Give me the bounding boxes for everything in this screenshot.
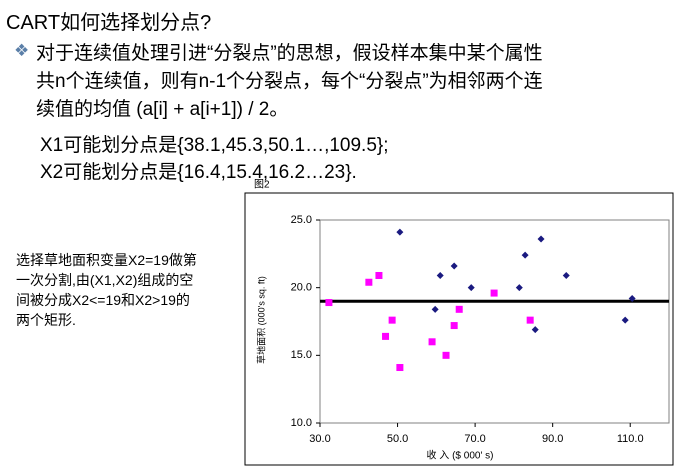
bullet-line: 续值的均值 (a[i] + a[i+1]) / 2。 (36, 99, 289, 120)
x-tick-label: 70.0 (464, 433, 485, 445)
bullet-line: 对于连续值处理引进“分裂点”的思想，假设样本集中某个属性 (36, 43, 543, 64)
plot-area (319, 219, 670, 424)
example-line: X2可能划分点是{16.4,15.4,16.2…23}. (40, 162, 357, 183)
x-tick-label: 50.0 (387, 433, 408, 445)
data-point (455, 305, 463, 313)
data-point (396, 228, 404, 236)
chart-title: 图2 (254, 179, 270, 191)
data-point (436, 271, 444, 279)
data-point (365, 278, 373, 286)
y-axis-label: 草地面积 (000's sq. ft) (255, 276, 266, 364)
data-point (388, 316, 396, 324)
data-point (562, 271, 570, 279)
y-tick-label: 25.0 (291, 214, 312, 226)
slide-title: CART如何选择划分点? (6, 12, 212, 34)
x-tick-label: 90.0 (542, 433, 563, 445)
chart-frame (244, 192, 674, 466)
data-point (325, 299, 333, 307)
data-point (382, 332, 390, 340)
side-line: 选择草地面积变量X2=19做第 (16, 252, 197, 268)
y-tick-label: 20.0 (291, 282, 312, 294)
data-point (396, 364, 404, 372)
data-point (526, 316, 534, 324)
data-point (490, 289, 498, 297)
bullet-text: 对于连续值处理引进“分裂点”的思想，假设样本集中某个属性 共n个连续值，则有n-… (36, 40, 543, 124)
data-point (442, 351, 450, 359)
bullet-line: 共n个连续值，则有n-1个分裂点，每个“分裂点”为相邻两个连 (36, 71, 543, 92)
x-tick-label: 110.0 (617, 433, 644, 445)
x-axis-label: 收 入 ($ 000' s) (427, 449, 494, 462)
data-point (628, 294, 636, 302)
data-point (450, 322, 458, 330)
data-point (428, 338, 436, 346)
data-point (375, 271, 383, 279)
data-point (431, 305, 439, 313)
data-point (521, 251, 529, 259)
data-point (450, 262, 458, 270)
data-point (515, 284, 523, 292)
data-point (537, 235, 545, 243)
y-tick-label: 10.0 (291, 417, 312, 429)
y-tick-label: 15.0 (291, 349, 312, 361)
data-point (621, 316, 629, 324)
x-tick-label: 30.0 (309, 433, 330, 445)
example-line: X1可能划分点是{38.1,45.3,50.1…,109.5}; (40, 135, 389, 156)
side-line: 间被分成X2<=19和X2>19的 (16, 292, 190, 308)
examples: X1可能划分点是{38.1,45.3,50.1…,109.5}; X2可能划分点… (40, 132, 389, 186)
bullet-icon: ❖ (14, 41, 30, 60)
data-point (467, 284, 475, 292)
side-line: 两个矩形. (16, 312, 76, 328)
side-text: 选择草地面积变量X2=19做第 一次分割,由(X1,X2)组成的空 间被分成X2… (16, 250, 197, 330)
side-line: 一次分割,由(X1,X2)组成的空 (16, 272, 194, 288)
data-point (531, 326, 539, 334)
